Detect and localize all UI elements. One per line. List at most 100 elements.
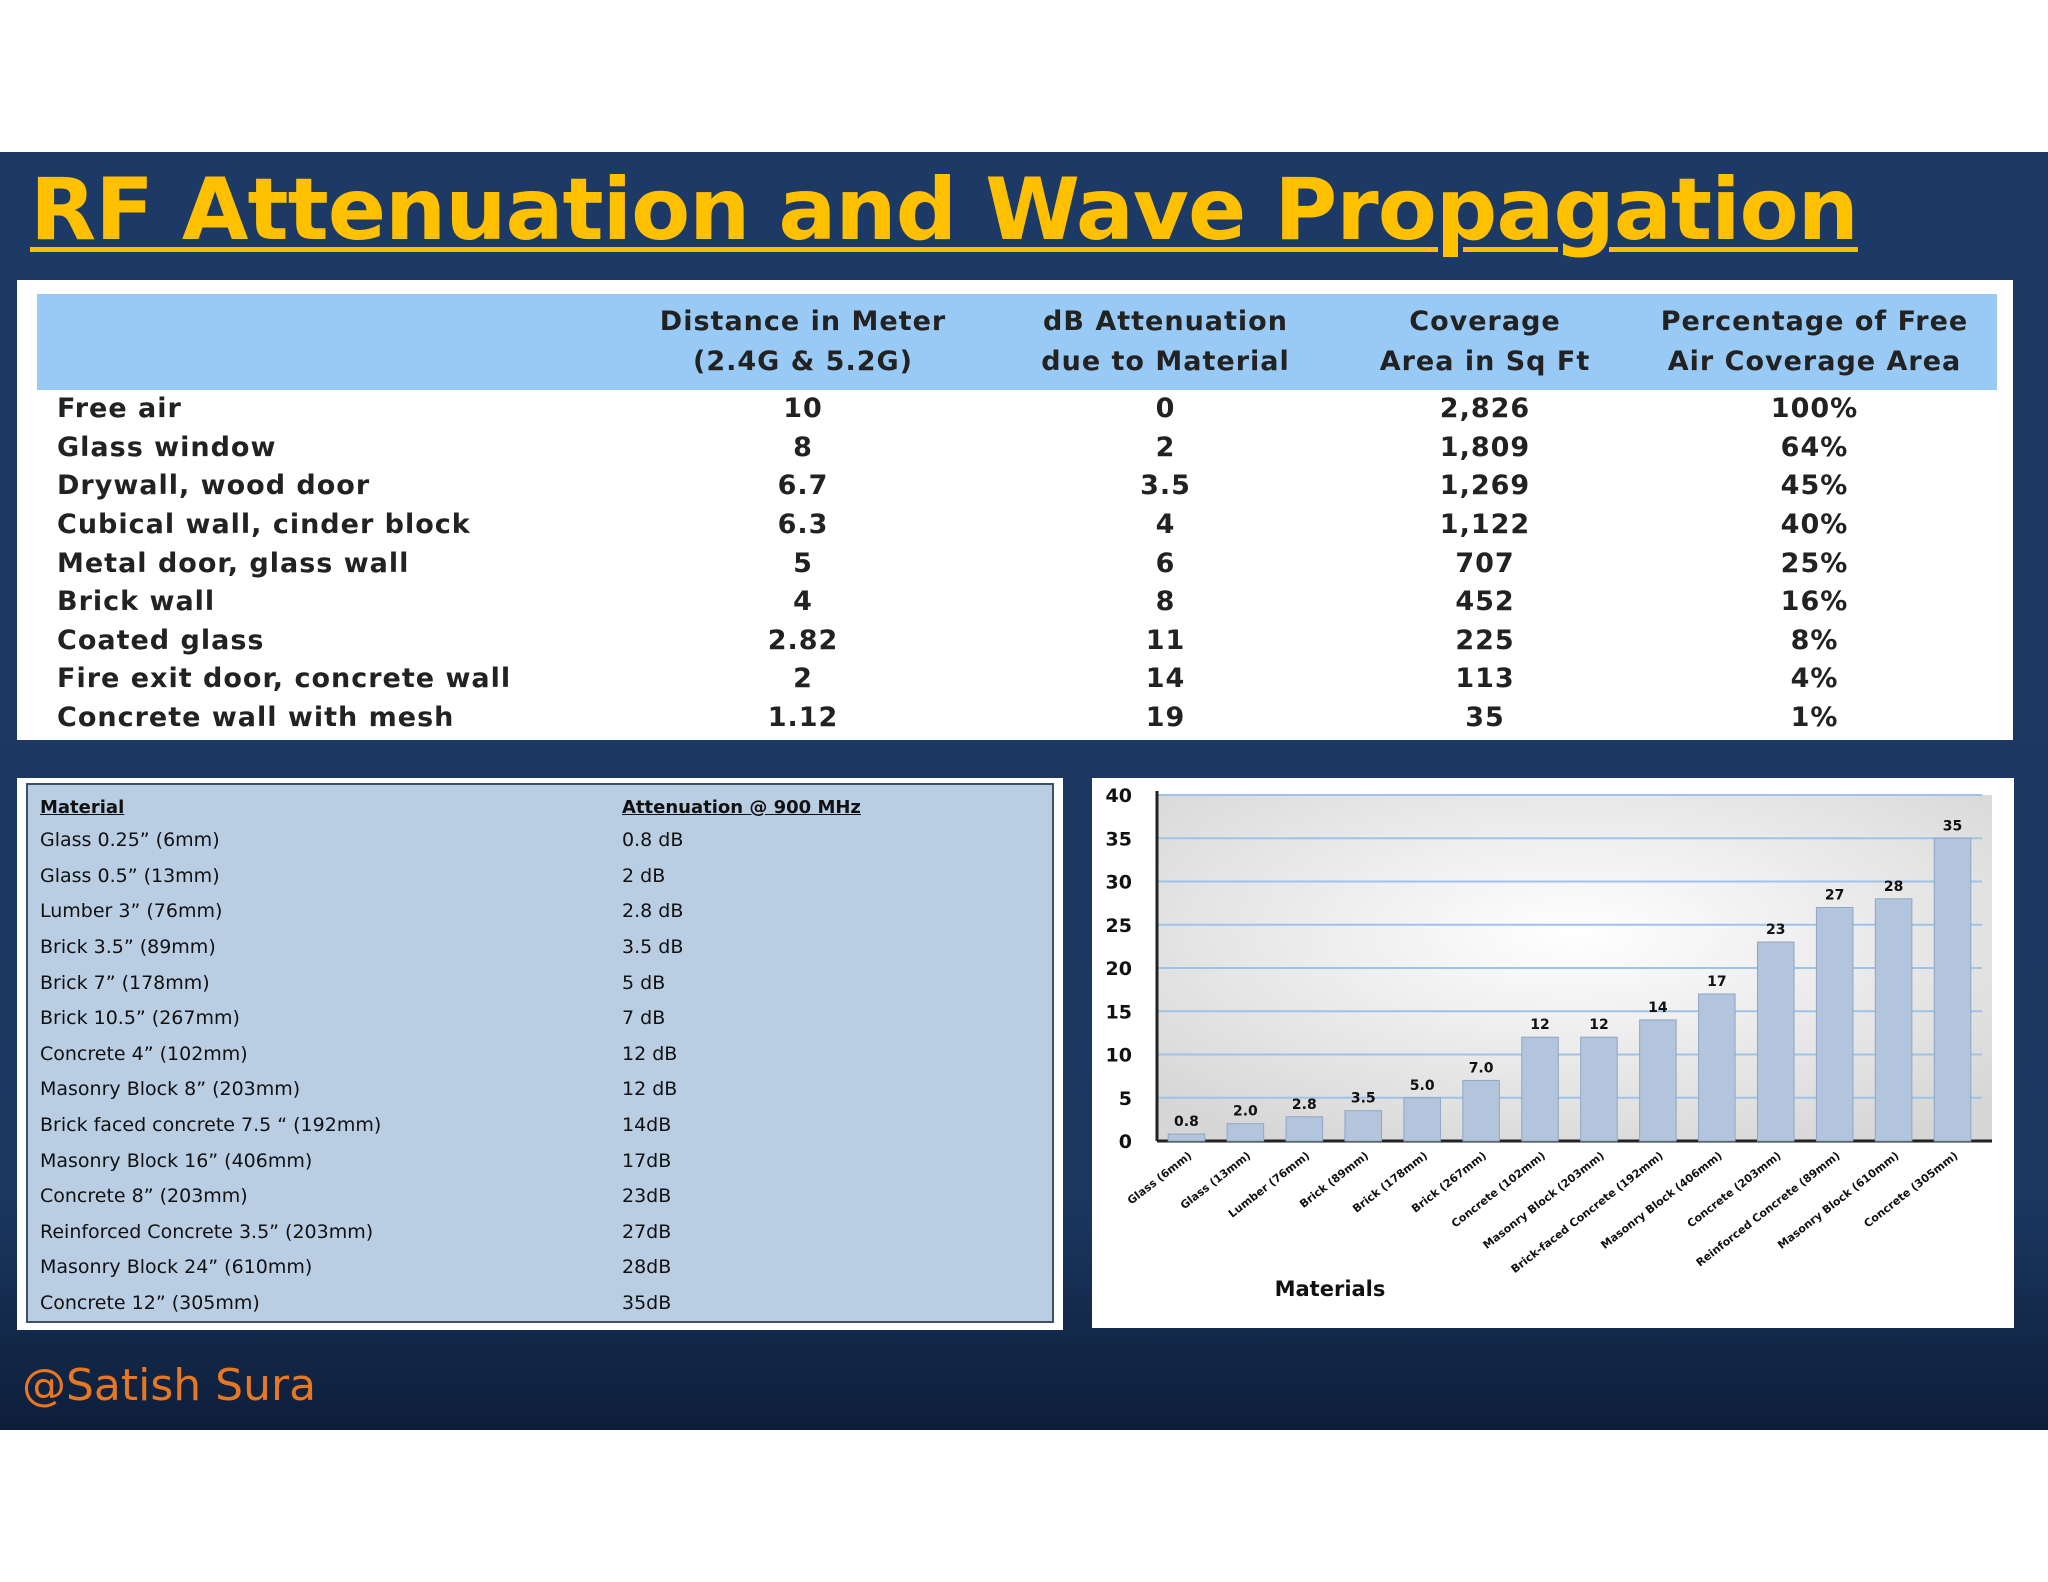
- cell-percentage: 100%: [1770, 393, 1859, 425]
- table-row: Concrete 12” (305mm) 35dB: [40, 1286, 1040, 1322]
- y-tick-label: 0: [1119, 1131, 1132, 1153]
- cell-percentage: 16%: [1780, 586, 1849, 618]
- cell-material: Brick 3.5” (89mm): [40, 936, 216, 959]
- table-row: Glass window 8 2 1,809 64%: [37, 429, 1997, 468]
- bar-data-label: 0.8: [1174, 1114, 1199, 1130]
- cell-distance: 4: [793, 586, 813, 618]
- y-tick-label: 10: [1106, 1045, 1132, 1067]
- bar: [1344, 1110, 1383, 1142]
- cell-attenuation: 28dB: [622, 1256, 672, 1279]
- table-row: Lumber 3” (76mm) 2.8 dB: [40, 894, 1040, 930]
- cell-percentage: 25%: [1780, 547, 1849, 579]
- cell-distance: 2.82: [767, 624, 839, 656]
- cell-material: Metal door, glass wall: [57, 547, 410, 579]
- cell-material: Drywall, wood door: [57, 470, 371, 502]
- material-table-body: Glass 0.25” (6mm) 0.8 dB Glass 0.5” (13mm)…: [40, 823, 1040, 1321]
- table-row: Free air 10 0 2,826 100%: [37, 390, 1997, 429]
- y-tick-label: 5: [1119, 1088, 1132, 1110]
- cell-attenuation: 3.5 dB: [622, 936, 684, 959]
- material-table-panel: Material Attenuation @ 900 MHz Glass 0.2…: [17, 778, 1063, 1330]
- bar-data-label: 28: [1884, 879, 1903, 895]
- bar-data-label: 12: [1589, 1017, 1608, 1033]
- table-row: Fire exit door, concrete wall 2 14 113 4%: [37, 660, 1997, 699]
- cell-material: Glass window: [57, 431, 277, 463]
- bar: [1698, 993, 1736, 1142]
- cell-percentage: 40%: [1780, 509, 1849, 541]
- cell-material: Masonry Block 24” (610mm): [40, 1256, 313, 1279]
- table-row: Brick faced concrete 7.5 “ (192mm) 14dB: [40, 1108, 1040, 1144]
- table-row: Concrete wall with mesh 1.12 19 35 1%: [37, 699, 1997, 738]
- x-tick-label: Masonry Block (406mm): [1598, 1149, 1724, 1252]
- cell-attenuation: 0.8 dB: [622, 829, 684, 852]
- cell-db: 4: [1155, 509, 1176, 541]
- attenuation-table: Distance in Meter (2.4G & 5.2G) dB Attenu…: [37, 294, 1997, 737]
- cell-db: 6: [1155, 547, 1176, 579]
- cell-percentage: 45%: [1780, 470, 1849, 502]
- cell-attenuation: 12 dB: [622, 1042, 678, 1065]
- table-row: Masonry Block 24” (610mm) 28dB: [40, 1250, 1040, 1286]
- y-tick-label: 40: [1106, 785, 1132, 807]
- y-tick-label: 30: [1106, 872, 1132, 894]
- cell-attenuation: 23dB: [622, 1185, 672, 1208]
- cell-material: Concrete 4” (102mm): [40, 1042, 248, 1065]
- chart-panel: 0 5 10 15 20 25 30 35 40 0.8 Glass (6mm) 2.0 Glass (…: [1092, 778, 2014, 1328]
- bar: [1167, 1133, 1206, 1142]
- cell-coverage: 225: [1455, 624, 1515, 656]
- bar: [1521, 1036, 1559, 1142]
- cell-attenuation: 7 dB: [622, 1007, 666, 1030]
- cell-db: 11: [1145, 624, 1186, 656]
- bar-data-label: 5.0: [1410, 1078, 1435, 1094]
- bar-data-label: 17: [1707, 974, 1726, 990]
- bar: [1933, 837, 1972, 1142]
- cell-percentage: 64%: [1780, 431, 1849, 463]
- cell-material: Cubical wall, cinder block: [57, 509, 471, 541]
- table-row: Concrete 4” (102mm) 12 dB: [40, 1037, 1040, 1073]
- material-table-frame: Material Attenuation @ 900 MHz Glass 0.2…: [26, 783, 1054, 1323]
- bar: [1756, 941, 1795, 1142]
- header-db-attenuation: dB Attenuation due to Material: [993, 294, 1338, 390]
- bar-data-label: 2.0: [1233, 1104, 1258, 1120]
- bar-data-label: 7.0: [1469, 1060, 1494, 1076]
- cell-material: Masonry Block 8” (203mm): [40, 1078, 301, 1101]
- table-row: Metal door, glass wall 5 6 707 25%: [37, 544, 1997, 583]
- bar-data-label: 27: [1825, 887, 1844, 903]
- bar: [1815, 906, 1854, 1142]
- bar-data-label: 3.5: [1351, 1091, 1376, 1107]
- cell-db: 19: [1145, 702, 1186, 734]
- cell-distance: 8: [793, 431, 813, 463]
- cell-coverage: 2,826: [1439, 393, 1531, 425]
- author-credit: @Satish Sura: [22, 1360, 317, 1411]
- bar-data-label: 35: [1943, 818, 1962, 834]
- y-tick-label: 15: [1106, 1001, 1132, 1023]
- cell-db: 14: [1145, 663, 1186, 695]
- x-tick-label: Masonry Block (203mm): [1481, 1149, 1607, 1252]
- cell-attenuation: 5 dB: [622, 971, 666, 994]
- table-row: Masonry Block 16” (406mm) 17dB: [40, 1143, 1040, 1179]
- table-row: Brick 7” (178mm) 5 dB: [40, 965, 1040, 1001]
- table-row: Glass 0.5” (13mm) 2 dB: [40, 859, 1040, 895]
- y-tick-label: 20: [1106, 958, 1132, 980]
- cell-material: Reinforced Concrete 3.5” (203mm): [40, 1220, 374, 1243]
- cell-db: 0: [1155, 393, 1176, 425]
- header-attenuation-900mhz: Attenuation @ 900 MHz: [622, 797, 861, 818]
- x-tick-label: Masonry Block (610mm): [1775, 1149, 1901, 1252]
- cell-material: Brick 10.5” (267mm): [40, 1007, 240, 1030]
- table-header-row: Material Attenuation @ 900 MHz: [40, 793, 1040, 823]
- cell-db: 3.5: [1140, 470, 1191, 502]
- cell-coverage: 707: [1455, 547, 1515, 579]
- header-material: Material: [40, 797, 125, 818]
- cell-percentage: 8%: [1790, 624, 1839, 656]
- cell-attenuation: 12 dB: [622, 1078, 678, 1101]
- cell-coverage: 113: [1455, 663, 1515, 695]
- cell-material: Free air: [57, 393, 182, 425]
- cell-percentage: 4%: [1790, 663, 1839, 695]
- table-row: Brick 3.5” (89mm) 3.5 dB: [40, 930, 1040, 966]
- table-row: Masonry Block 8” (203mm) 12 dB: [40, 1072, 1040, 1108]
- bar-data-label: 23: [1766, 922, 1785, 938]
- bar-data-label: 14: [1648, 1000, 1668, 1016]
- cell-distance: 6.3: [777, 509, 829, 541]
- table-row: Concrete 8” (203mm) 23dB: [40, 1179, 1040, 1215]
- cell-distance: 5: [793, 547, 813, 579]
- cell-material: Concrete wall with mesh: [57, 702, 455, 734]
- cell-coverage: 1,809: [1439, 431, 1531, 463]
